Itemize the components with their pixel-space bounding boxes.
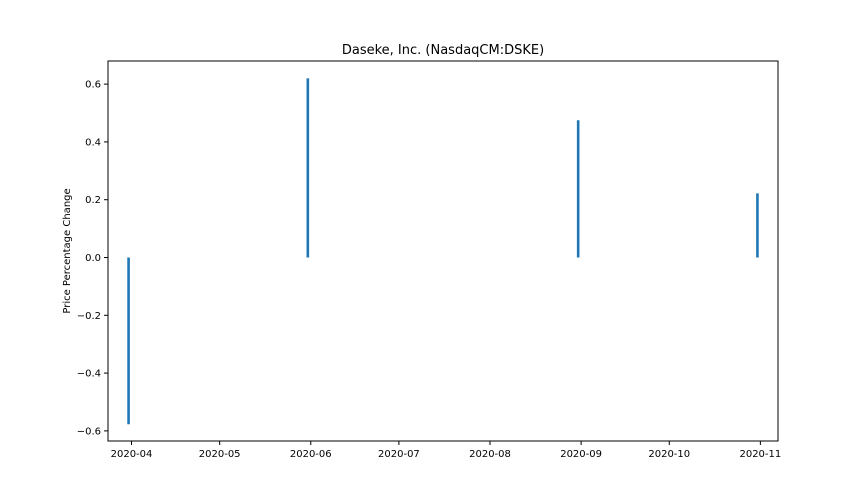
y-tick-label-3: 0.0 [85, 253, 101, 264]
bar-2020-10-31 [756, 193, 759, 258]
y-tick-label-0: 0.6 [85, 80, 101, 91]
x-tick-label-2020-07: 2020-07 [378, 449, 420, 460]
x-tick-label-2020-04: 2020-04 [111, 449, 153, 460]
bar-2020-05-31 [306, 78, 310, 258]
x-tick-label-2020-06: 2020-06 [290, 449, 332, 460]
y-tick-label-6: −0.6 [77, 426, 101, 437]
x-tick-label-2020-09: 2020-09 [560, 449, 602, 460]
y-ticks-group: 0.6 0.4 0.2 0.0 −0.2 −0.4 −0.6 [77, 80, 108, 437]
y-tick-label-5: −0.4 [77, 369, 101, 380]
bar-2020-03-31 [127, 257, 130, 425]
y-axis-label: Price Percentage Change [62, 188, 73, 313]
y-tick-label-4: −0.2 [77, 311, 101, 322]
x-tick-label-2020-10: 2020-10 [648, 449, 690, 460]
x-tick-label-2020-05: 2020-05 [199, 449, 241, 460]
y-tick-label-1: 0.4 [85, 137, 101, 148]
bars-group [127, 78, 759, 425]
x-tick-label-2020-11: 2020-11 [739, 449, 781, 460]
y-tick-label-2: 0.2 [85, 195, 101, 206]
bar-2020-08-31 [576, 120, 580, 258]
chart-title: Daseke, Inc. (NasdaqCM:DSKE) [342, 43, 544, 58]
x-tick-label-2020-08: 2020-08 [469, 449, 511, 460]
x-ticks-group: 2020-04 2020-05 2020-06 2020-07 2020-08 2020-… [111, 441, 781, 460]
plot-frame [107, 60, 779, 442]
